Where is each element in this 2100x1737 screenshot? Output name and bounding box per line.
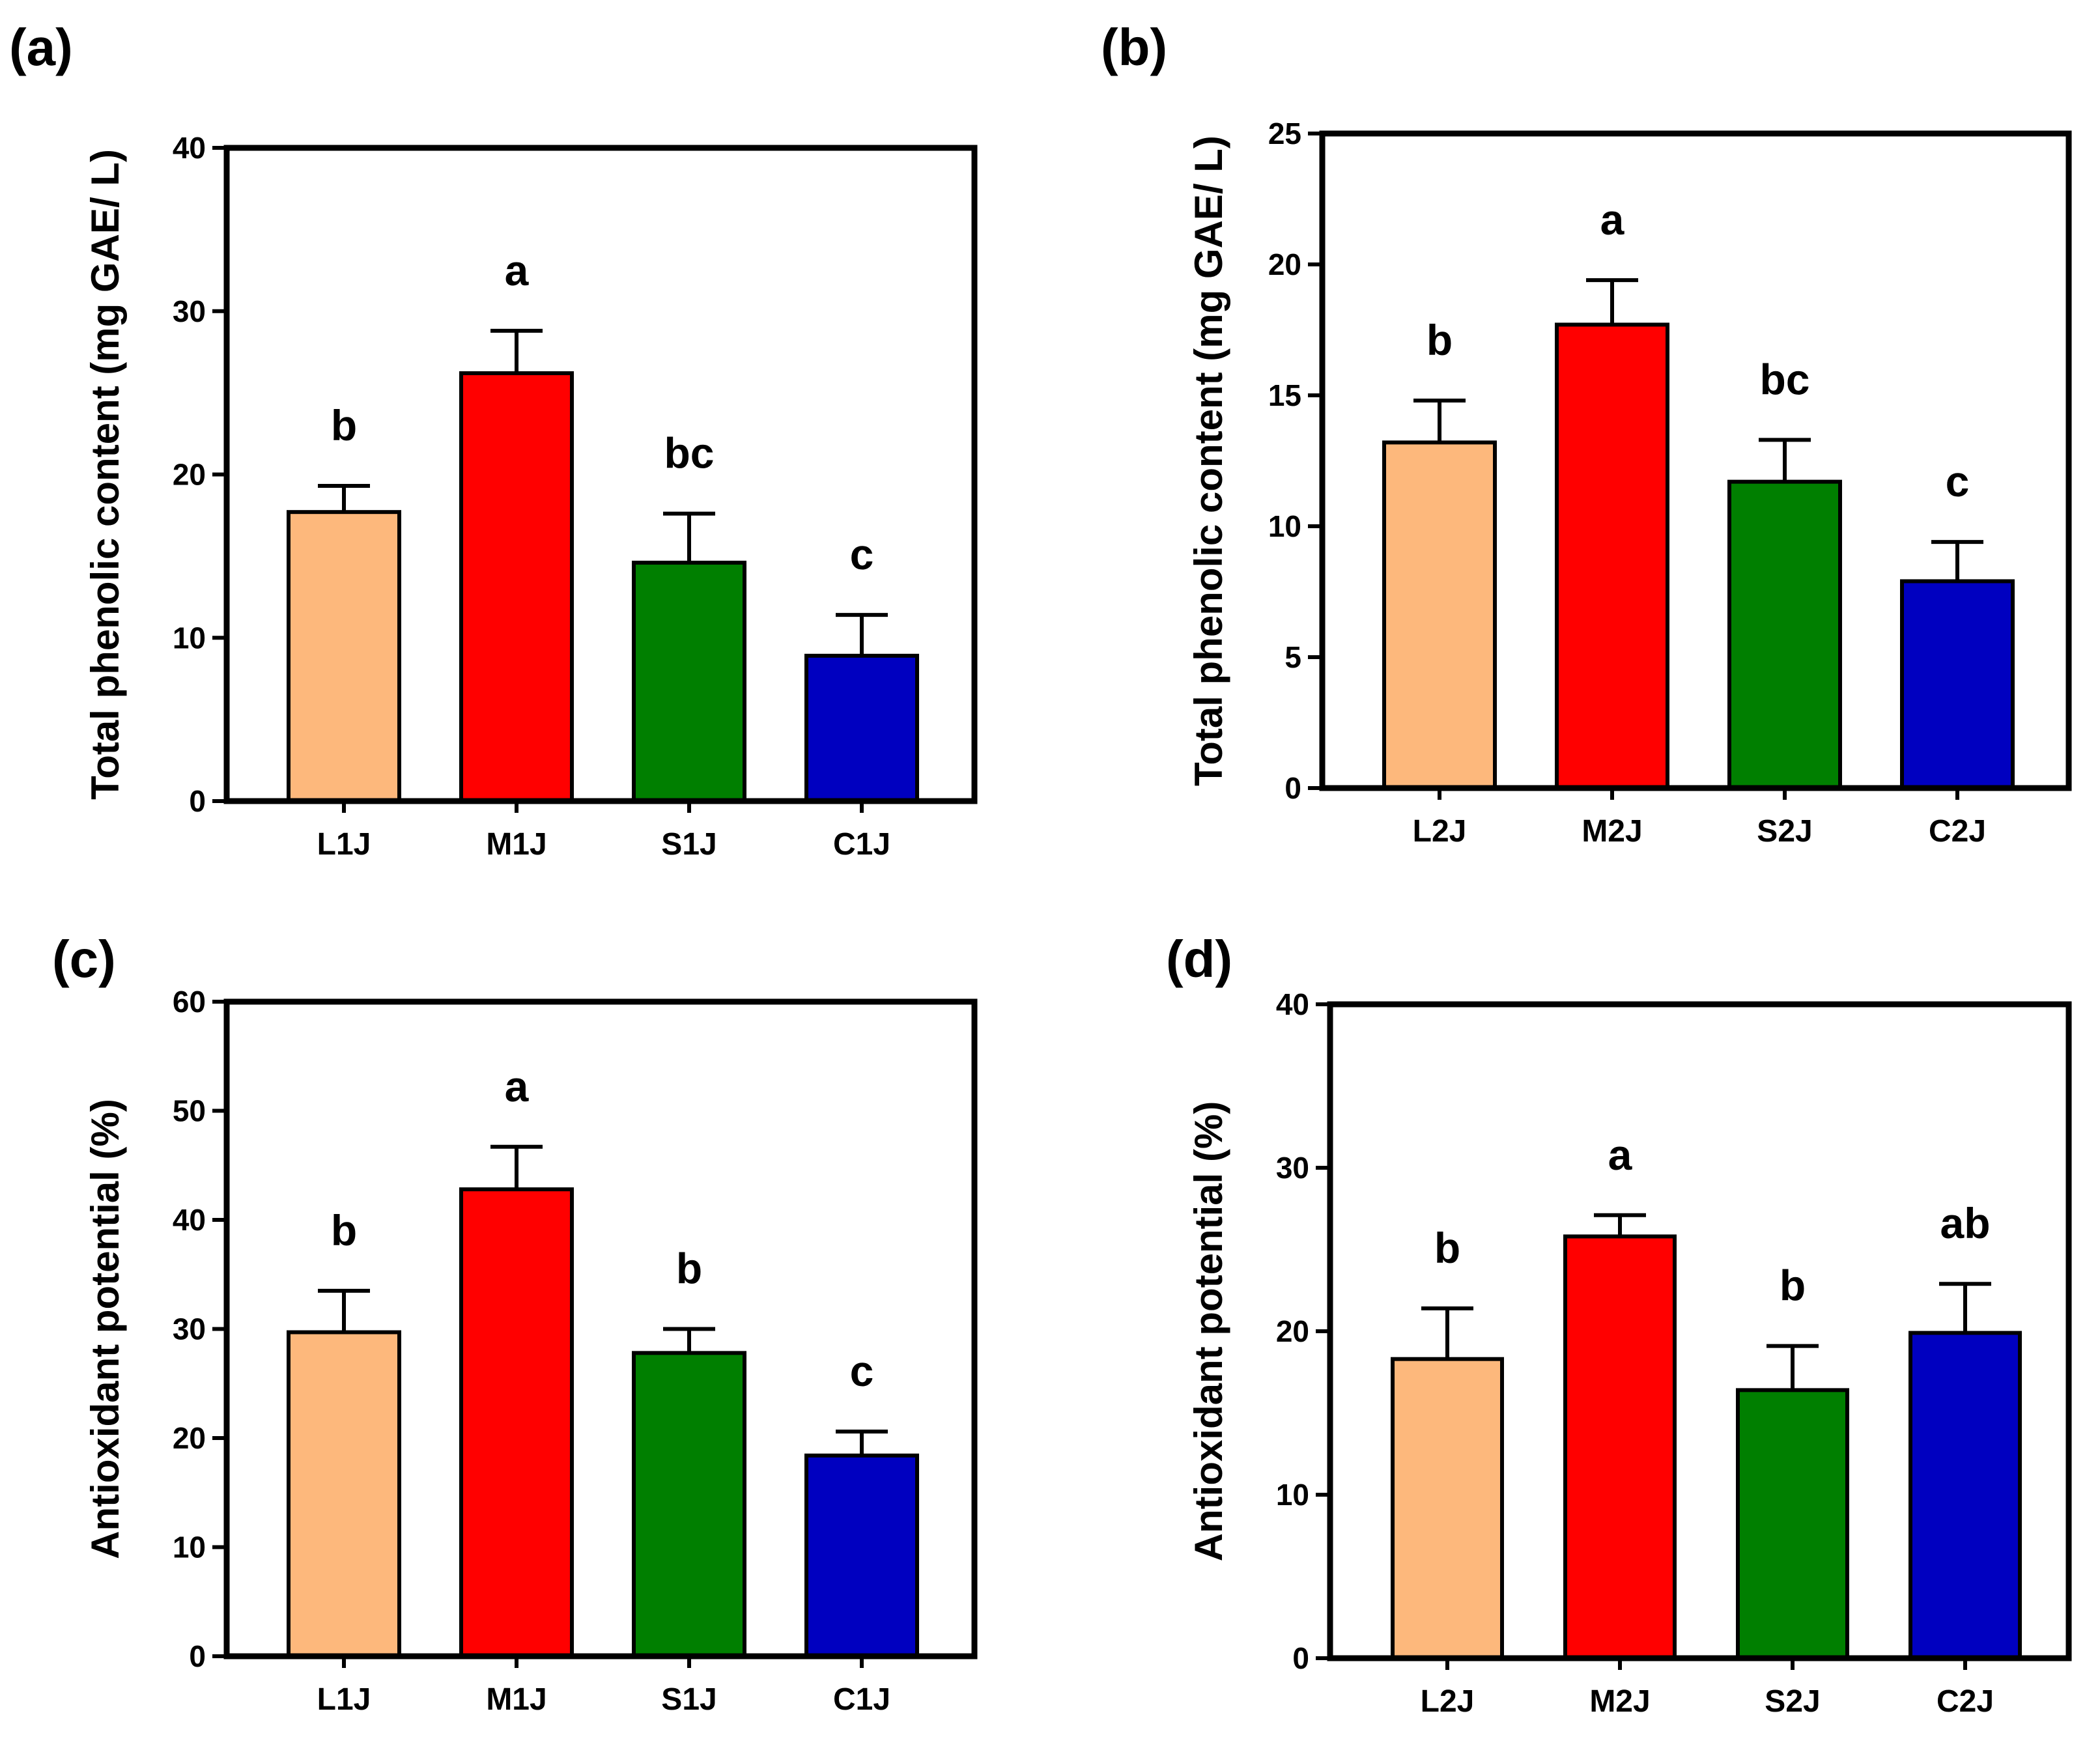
plot-frame: [223, 145, 978, 804]
x-tick-label-M2J: M2J: [1582, 814, 1642, 849]
x-tick-label-L2J: L2J: [1413, 814, 1467, 849]
y-tick-label: 0: [1284, 771, 1301, 805]
y-tick-label: 5: [1284, 640, 1301, 674]
significance-label-M2J: a: [1600, 195, 1625, 244]
y-tick-label: 10: [1268, 509, 1301, 543]
significance-label-C1J: c: [850, 1347, 874, 1395]
x-tick-label-L1J: L1J: [317, 1682, 371, 1717]
x-tick-label-C1J: C1J: [833, 827, 890, 862]
chart-panel-c: (c) b L1J a M1J b S1J c C1J 0 10 20 30 40 50 60 Antioxid…: [52, 930, 978, 1717]
y-tick-label: 15: [1268, 378, 1301, 412]
panel-label: (c): [52, 930, 116, 988]
y-tick-label: 25: [1268, 117, 1301, 150]
bar-C2J: [1908, 1331, 2022, 1660]
significance-label-C2J: ab: [1940, 1199, 1990, 1247]
significance-label-L1J: b: [331, 1206, 357, 1254]
panel-label: (d): [1166, 930, 1232, 988]
bar-L2J: [1391, 1357, 1504, 1660]
y-tick-label: 10: [173, 1531, 206, 1564]
bar-S1J: [632, 1351, 746, 1659]
y-tick-label: 40: [173, 131, 206, 165]
y-tick-label: 20: [173, 458, 206, 492]
x-tick-label-M1J: M1J: [486, 827, 546, 862]
x-tick-label-S2J: S2J: [1765, 1684, 1820, 1719]
significance-label-C2J: c: [1946, 457, 1970, 505]
bar-L1J: [287, 510, 401, 803]
y-tick-label: 0: [189, 1639, 206, 1673]
bar-L2J: [1382, 440, 1497, 790]
bar-S2J: [1736, 1388, 1849, 1661]
x-tick-label-C1J: C1J: [833, 1682, 890, 1717]
bar-L1J: [287, 1330, 401, 1659]
y-tick-label: 20: [173, 1421, 206, 1455]
x-tick-label-S1J: S1J: [661, 1682, 717, 1717]
y-tick-label: 20: [1276, 1314, 1309, 1348]
significance-label-C1J: c: [850, 530, 874, 578]
y-tick-label: 30: [173, 1312, 206, 1346]
significance-label-S1J: b: [676, 1245, 702, 1293]
y-tick-label: 30: [1276, 1151, 1309, 1185]
bar-M2J: [1563, 1234, 1677, 1661]
significance-label-S2J: bc: [1759, 355, 1809, 403]
significance-label-S1J: bc: [664, 429, 714, 477]
panel-label: (b): [1101, 18, 1167, 76]
plot-frame: [1327, 1001, 2072, 1661]
significance-label-S2J: b: [1780, 1262, 1806, 1310]
significance-label-L2J: b: [1426, 316, 1453, 364]
significance-label-M1J: a: [505, 246, 530, 294]
x-tick-label-C2J: C2J: [1937, 1684, 1994, 1719]
y-tick-label: 20: [1268, 247, 1301, 281]
bar-S1J: [632, 560, 746, 804]
bar-M1J: [459, 371, 574, 803]
plot-frame: [223, 998, 978, 1659]
y-tick-label: 60: [173, 985, 206, 1019]
y-tick-label: 0: [189, 784, 206, 818]
y-tick-label: 10: [173, 621, 206, 655]
y-axis-title: Antioxidant potential (%): [83, 1099, 127, 1559]
chart-panel-d: (d) b L2J a M2J b S2J ab C2J 0 10 20 30 40 Antioxidant…: [1166, 930, 2072, 1719]
bar-C1J: [804, 653, 919, 804]
panel-label: (a): [9, 18, 73, 76]
x-tick-label-S2J: S2J: [1757, 814, 1812, 849]
significance-label-M2J: a: [1608, 1131, 1633, 1179]
y-axis-title: Antioxidant potential (%): [1187, 1101, 1230, 1562]
plot-frame: [1319, 130, 2072, 791]
significance-label-M1J: a: [505, 1062, 530, 1110]
bar-M2J: [1555, 322, 1669, 790]
x-tick-label-M1J: M1J: [486, 1682, 546, 1717]
x-tick-label-S1J: S1J: [661, 827, 717, 862]
x-tick-label-M2J: M2J: [1589, 1684, 1650, 1719]
x-tick-label-L2J: L2J: [1421, 1684, 1475, 1719]
y-tick-label: 40: [173, 1203, 206, 1237]
bar-C2J: [1900, 579, 2015, 790]
bar-S2J: [1727, 479, 1842, 790]
y-tick-label: 50: [173, 1094, 206, 1128]
y-tick-label: 10: [1276, 1478, 1309, 1512]
x-tick-label-L1J: L1J: [317, 827, 371, 862]
x-tick-label-C2J: C2J: [1929, 814, 1986, 849]
y-tick-label: 40: [1276, 987, 1309, 1021]
y-axis-title: Total phenolic content (mg GAE/ L): [83, 149, 127, 800]
significance-label-L2J: b: [1434, 1224, 1460, 1272]
chart-panel-b: (b) b L2J a M2J bc S2J c C2J 0 5 10 15 20 25 Total phen…: [1101, 18, 2072, 849]
chart-panel-a: (a) b L1J a M1J bc S1J c C1J 0 10 20 30 40 Total pheno…: [9, 18, 978, 862]
y-tick-label: 30: [173, 294, 206, 328]
significance-label-L1J: b: [331, 401, 357, 449]
bar-C1J: [804, 1453, 919, 1659]
bar-M1J: [459, 1187, 574, 1658]
y-axis-title: Total phenolic content (mg GAE/ L): [1187, 135, 1230, 786]
y-tick-label: 0: [1292, 1641, 1309, 1675]
